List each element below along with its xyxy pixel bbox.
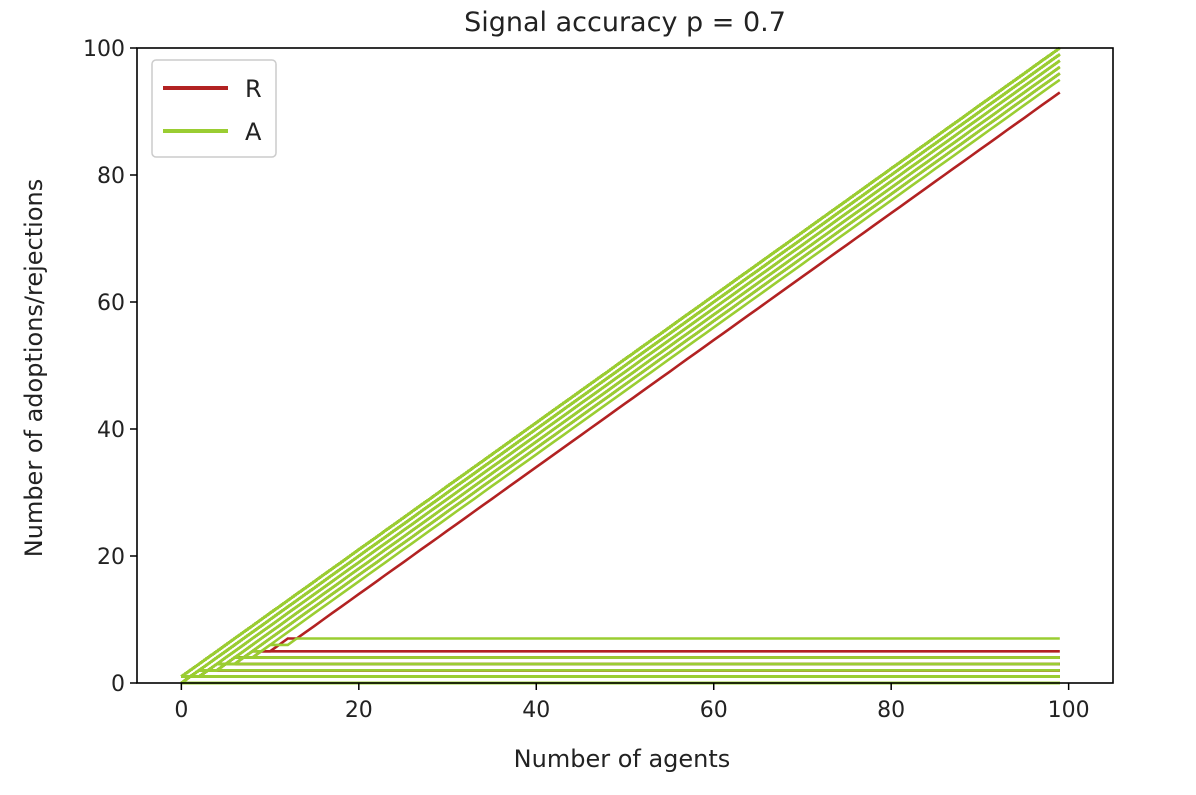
y-tick-label: 20 [97,545,125,570]
series-a-line [181,66,1061,678]
series-a-line [180,675,1060,685]
series-a-line [180,72,1061,685]
y-tick-label: 60 [97,291,125,316]
series-r-line [181,66,1061,678]
y-tick-label: 100 [83,37,125,62]
series-r-line [180,72,1061,685]
y-tick-label: 40 [97,418,125,443]
series-a-line [181,72,1061,678]
series-a-line [181,53,1061,678]
x-tick-label: 100 [1048,698,1090,723]
series-a-line [180,66,1061,685]
plot-frame [136,47,1114,684]
x-axis-label: Number of agents [514,745,731,773]
series-a-line [181,78,1061,678]
chart-title: Signal accuracy p = 0.7 [464,7,786,38]
series-r-line [180,662,1060,685]
x-axis: 0 20 40 60 80 100 [174,683,1090,723]
series-r-line [181,656,1060,678]
x-tick-label: 20 [345,698,373,723]
y-tick-label: 0 [111,672,125,697]
legend-label-a: A [245,118,262,146]
series-a-line [181,669,1060,678]
x-tick-label: 80 [877,698,905,723]
y-tick-label: 80 [97,164,125,189]
y-axis-label: Number of adoptions/rejections [20,179,48,557]
series-a-line [180,59,1061,685]
x-tick-label: 0 [174,698,188,723]
series-r-line [180,650,1060,685]
series-a-line [180,662,1060,685]
series-r-line [180,662,1060,685]
legend-label-r: R [245,75,262,103]
series-r-line [181,66,1061,678]
plot-lines [180,46,1061,685]
series-a-line [181,656,1060,678]
x-tick-label: 40 [522,698,550,723]
x-tick-label: 60 [700,698,728,723]
series-r-line [180,72,1061,685]
y-axis: 0 20 40 60 80 100 [83,37,137,697]
series-a-line [180,662,1060,685]
series-a-line [180,46,1061,678]
series-r-line [181,91,1061,678]
series-a-line [181,66,1061,678]
legend: R A [151,59,277,158]
series-a-line [181,656,1060,678]
series-a-line [180,637,1060,685]
